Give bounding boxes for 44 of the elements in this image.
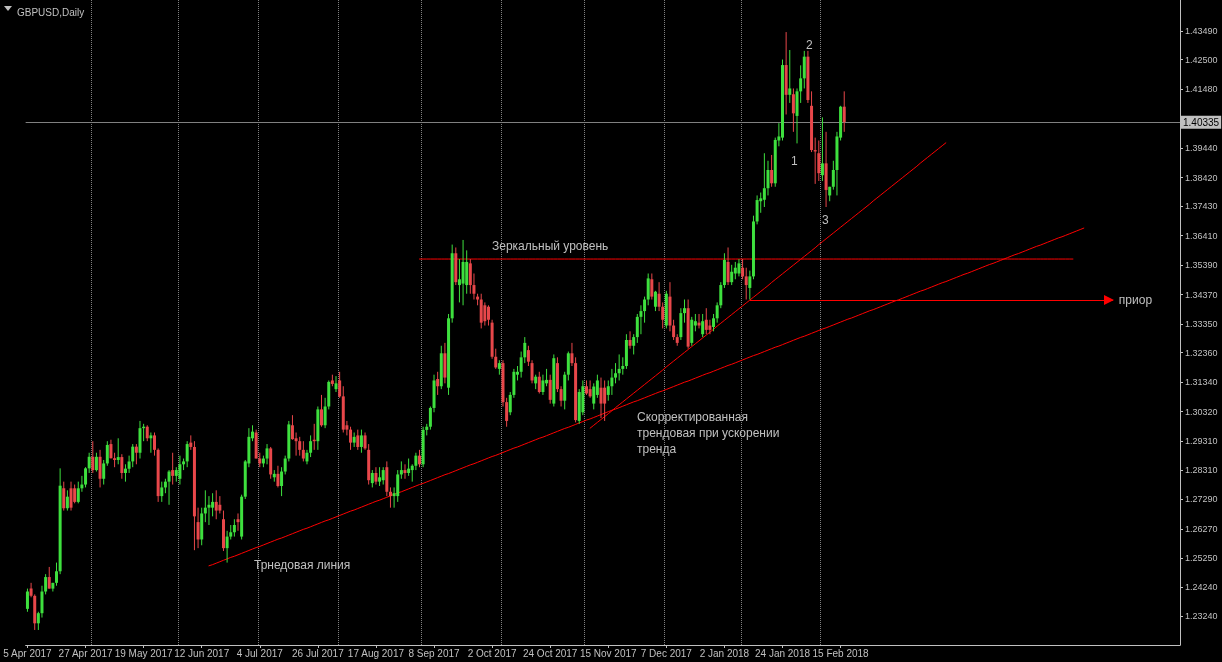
- text: GBPUSD,Daily: [17, 6, 85, 18]
- x-tick-label: 2 Jan 2018: [699, 647, 750, 659]
- y-tick-label: 1.24240: [1185, 582, 1218, 593]
- annotation: Зеркальный уровень: [492, 239, 609, 253]
- x-tick-label: 8 Sep 2017: [408, 647, 461, 659]
- x-tick-label: 5 Apr 2017: [3, 647, 53, 659]
- y-tick-label: 1.38420: [1185, 172, 1218, 183]
- y-tick-label: 1.27290: [1185, 494, 1218, 505]
- ref-line-label: приор: [1118, 293, 1153, 308]
- x-tick-label: 24 Jan 2018: [754, 647, 811, 659]
- y-tick-label: 1.30320: [1185, 406, 1218, 417]
- annotation: Скорректированная трендовая при ускорении тренда: [637, 410, 780, 456]
- y-tick-label: 1.32360: [1185, 347, 1218, 358]
- y-tick-label: 1.25250: [1185, 553, 1218, 564]
- x-tick-label: 4 Jul 2017: [236, 647, 284, 659]
- x-tick-label: 12 Jun 2017: [174, 647, 230, 659]
- annotation: 1: [791, 154, 798, 168]
- y-tick-label: 1.28310: [1185, 464, 1218, 475]
- y-tick-label: 1.43490: [1185, 25, 1218, 36]
- y-tick-label: 1.36410: [1185, 230, 1218, 241]
- x-tick-label: 15 Nov 2017: [579, 647, 638, 659]
- ref-line-label: 1.40335: [1183, 116, 1220, 128]
- y-tick-label: 1.35390: [1185, 260, 1218, 271]
- x-tick-label: 27 Apr 2017: [58, 647, 113, 659]
- annotation: Трнедовая линия: [254, 558, 351, 572]
- y-tick-label: 1.23240: [1185, 611, 1218, 622]
- x-tick-label: 15 Feb 2018: [812, 647, 870, 659]
- annotation: 2: [806, 38, 813, 52]
- x-tick-label: 19 May 2017: [114, 647, 173, 659]
- y-tick-label: 1.42500: [1185, 54, 1218, 65]
- x-tick-label: 26 Jul 2017: [292, 647, 345, 659]
- x-tick-label: 17 Aug 2017: [347, 647, 405, 659]
- y-tick-label: 1.26270: [1185, 523, 1218, 534]
- x-tick-label: 7 Dec 2017: [640, 647, 693, 659]
- annotation: 3: [822, 213, 829, 227]
- y-tick-label: 1.34370: [1185, 289, 1218, 300]
- y-tick-label: 1.41480: [1185, 84, 1218, 95]
- x-tick-label: 24 Oct 2017: [522, 647, 578, 659]
- y-tick-label: 1.31340: [1185, 377, 1218, 388]
- y-tick-label: 1.37430: [1185, 201, 1218, 212]
- y-tick-label: 1.39440: [1185, 143, 1218, 154]
- x-tick-label: 2 Oct 2017: [467, 647, 517, 659]
- y-tick-label: 1.33350: [1185, 319, 1218, 330]
- y-tick-label: 1.29310: [1185, 435, 1218, 446]
